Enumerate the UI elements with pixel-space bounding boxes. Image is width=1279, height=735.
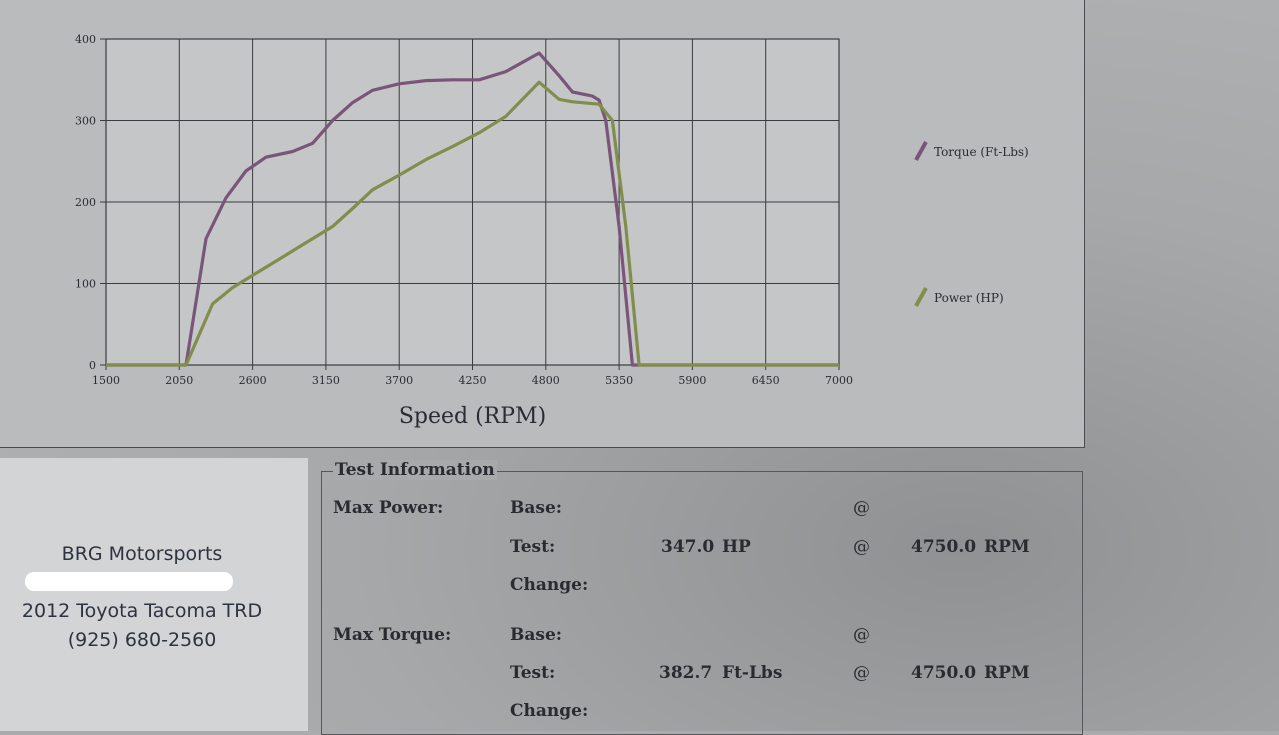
y-tick-label: 100 xyxy=(75,278,96,291)
x-tick-label: 1500 xyxy=(92,374,120,387)
series-line-power xyxy=(106,80,839,367)
x-tick-label: 7000 xyxy=(825,374,853,387)
max-power-label: Max Power: xyxy=(333,498,444,518)
x-tick-label: 2050 xyxy=(165,374,193,387)
shop-info-card: BRG Motorsports 2012 Toyota Tacoma TRD (… xyxy=(0,458,308,731)
max-torque-base-at: @ xyxy=(853,625,870,645)
dyno-chart: 1500 2050 2600 3150 3700 4250 4800 5350 5900 6450… xyxy=(75,33,1029,429)
max-torque-test-label: Test: xyxy=(510,663,556,683)
y-tick-label: 300 xyxy=(75,115,96,128)
max-torque-test-at: @ xyxy=(853,663,870,683)
legend-swatch-power xyxy=(914,287,928,307)
y-tick-label: 200 xyxy=(75,196,96,209)
max-torque-label: Max Torque: xyxy=(333,625,452,645)
max-torque-base-label: Base: xyxy=(510,625,563,645)
x-tick-label: 4250 xyxy=(459,374,487,387)
max-torque-rpm: 4750.0 xyxy=(911,663,977,683)
max-power-test-label: Test: xyxy=(510,537,556,557)
x-tick-label: 4800 xyxy=(532,374,560,387)
max-torque-unit: Ft-Lbs xyxy=(722,663,783,683)
redacted-address xyxy=(25,572,233,591)
max-power-rpm: 4750.0 xyxy=(911,537,977,557)
max-power-base-at: @ xyxy=(853,498,870,518)
max-power-base-label: Base: xyxy=(510,498,563,518)
x-tick-label: 2600 xyxy=(239,374,267,387)
max-torque-rpm-unit: RPM xyxy=(984,663,1030,683)
max-power-change-label: Change: xyxy=(510,575,589,595)
shop-name: BRG Motorsports xyxy=(61,543,223,565)
x-tick-label: 3700 xyxy=(385,374,413,387)
max-power-unit: HP xyxy=(722,537,751,557)
legend-swatch-torque xyxy=(914,141,928,161)
series-line-torque xyxy=(106,51,839,367)
shop-phone: (925) 680-2560 xyxy=(67,629,217,651)
x-tick-label: 6450 xyxy=(752,374,780,387)
vehicle-name: 2012 Toyota Tacoma TRD xyxy=(21,600,263,622)
max-power-test-value: 347.0 xyxy=(661,537,715,557)
test-information-title: Test Information xyxy=(333,460,497,480)
legend-label-torque: Torque (Ft-Lbs) xyxy=(934,145,1029,159)
x-axis-title: Speed (RPM) xyxy=(399,404,546,429)
legend-label-power: Power (HP) xyxy=(934,291,1004,305)
x-tick-label: 3150 xyxy=(312,374,340,387)
x-tick-label: 5900 xyxy=(678,374,706,387)
max-torque-change-label: Change: xyxy=(510,701,589,721)
y-tick-label: 400 xyxy=(75,33,96,46)
max-torque-test-value: 382.7 xyxy=(659,663,713,683)
max-power-rpm-unit: RPM xyxy=(984,537,1030,557)
y-tick-label: 0 xyxy=(89,359,96,372)
x-tick-label: 5350 xyxy=(605,374,633,387)
max-power-test-at: @ xyxy=(853,537,870,557)
